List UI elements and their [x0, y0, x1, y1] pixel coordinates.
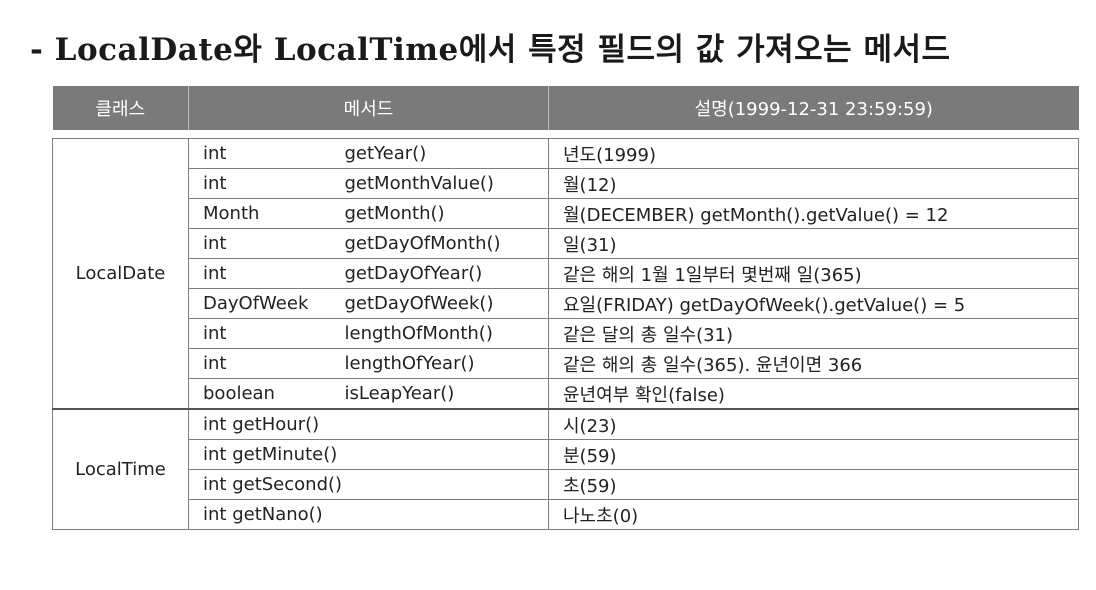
- method-name: getDayOfYear(): [330, 258, 549, 289]
- method-name: getMonth(): [330, 198, 549, 229]
- return-type: Month: [188, 198, 331, 229]
- return-type: int: [188, 318, 331, 349]
- method-name: lengthOfMonth(): [330, 318, 549, 349]
- header-description: 설명(1999-12-31 23:59:59): [548, 86, 1079, 130]
- method-name: isLeapYear(): [330, 378, 549, 410]
- page-title: - LocalDate와 LocalTime에서 특정 필드의 값 가져오는 메…: [30, 32, 951, 68]
- return-type: int: [188, 168, 331, 199]
- header-class: 클래스: [52, 86, 189, 130]
- description: 윤년여부 확인(false): [548, 378, 1079, 410]
- return-type: int: [188, 228, 331, 259]
- description: 요일(FRIDAY) getDayOfWeek().getValue() = 5: [548, 288, 1079, 319]
- description: 같은 달의 총 일수(31): [548, 318, 1079, 349]
- table-row: int getDayOfYear() 같은 해의 1월 1일부터 몇번째 일(3…: [53, 258, 1079, 289]
- description: 분(59): [548, 439, 1079, 470]
- method-table: 클래스 메서드 설명(1999-12-31 23:59:59) LocalDat…: [52, 86, 1079, 530]
- table-row: LocalTime int getHour() 시(23): [52, 408, 1079, 530]
- method-name: getMonthValue(): [330, 168, 549, 199]
- table-row: Month getMonth() 월(DECEMBER) getMonth().…: [53, 198, 1079, 229]
- method-name: getDayOfWeek(): [330, 288, 549, 319]
- method-name: int getSecond(): [188, 469, 549, 500]
- table-row: int lengthOfYear() 같은 해의 총 일수(365). 윤년이면…: [53, 348, 1079, 379]
- return-type: boolean: [188, 378, 331, 410]
- table-row: int getMinute() 분(59): [53, 439, 1079, 470]
- class-name-localdate: LocalDate: [52, 138, 189, 410]
- description: 같은 해의 1월 1일부터 몇번째 일(365): [548, 258, 1079, 289]
- method-name: int getHour(): [188, 408, 549, 440]
- description: 같은 해의 총 일수(365). 윤년이면 366: [548, 348, 1079, 379]
- method-name: lengthOfYear(): [330, 348, 549, 379]
- description: 초(59): [548, 469, 1079, 500]
- table-row: int getDayOfMonth() 일(31): [53, 228, 1079, 259]
- description: 년도(1999): [548, 138, 1079, 169]
- return-type: int: [188, 258, 331, 289]
- table-row: LocalDate int getYear() 년도(1999): [52, 138, 1079, 410]
- method-name: getDayOfMonth(): [330, 228, 549, 259]
- table-row: int getSecond() 초(59): [53, 469, 1079, 500]
- class-name-localtime: LocalTime: [52, 408, 189, 530]
- table-row: int lengthOfMonth() 같은 달의 총 일수(31): [53, 318, 1079, 349]
- method-name: int getNano(): [188, 499, 549, 530]
- return-type: int: [188, 138, 331, 169]
- header-method: 메서드: [188, 86, 549, 130]
- table-row: int getNano() 나노초(0): [53, 499, 1079, 530]
- description: 시(23): [548, 408, 1079, 440]
- description: 일(31): [548, 228, 1079, 259]
- table-row: int getMonthValue() 월(12): [53, 168, 1079, 199]
- method-name: getYear(): [330, 138, 549, 169]
- table-row: DayOfWeek getDayOfWeek() 요일(FRIDAY) getD…: [53, 288, 1079, 319]
- description: 월(DECEMBER) getMonth().getValue() = 12: [548, 198, 1079, 229]
- description: 나노초(0): [548, 499, 1079, 530]
- return-type: int: [188, 348, 331, 379]
- method-name: int getMinute(): [188, 439, 549, 470]
- description: 월(12): [548, 168, 1079, 199]
- return-type: DayOfWeek: [188, 288, 331, 319]
- table-header-row: 클래스 메서드 설명(1999-12-31 23:59:59): [52, 86, 1079, 130]
- table-row: boolean isLeapYear() 윤년여부 확인(false): [53, 378, 1079, 410]
